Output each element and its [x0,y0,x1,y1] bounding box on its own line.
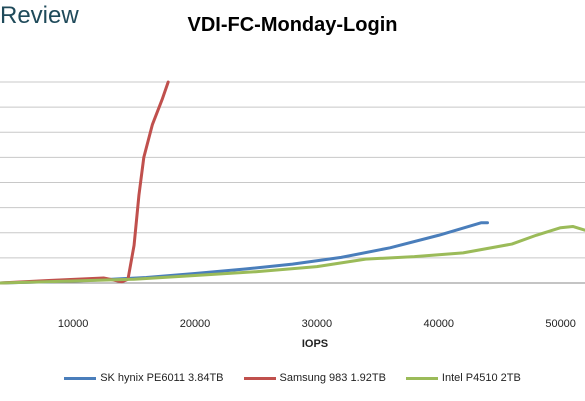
x-axis-label: IOPS [302,338,328,350]
legend-swatch [243,376,276,380]
x-tick-label: 50000 [545,318,576,330]
series-line-3 [0,224,585,285]
legend-item: Intel P4510 2TB [405,372,521,384]
legend-item: SK hynix PE6011 3.84TB [64,372,224,384]
series-line-1 [0,221,489,285]
legend-item: Samsung 983 1.92TB [243,372,386,384]
chart-title: VDI-FC-Monday-Login [187,14,398,36]
legend-label: Intel P4510 2TB [441,372,521,384]
legend-swatch [64,376,97,380]
x-tick-label: 30000 [302,318,333,330]
legend-label: SK hynix PE6011 3.84TB [100,372,224,384]
x-tick-labels: 10000 20000 30000 40000 50000 [58,318,576,330]
chart-legend: SK hynix PE6011 3.84TB Samsung 983 1.92TB… [0,372,585,384]
x-tick-label: 40000 [423,318,454,330]
x-tick-label: 10000 [58,318,89,330]
series-lines [0,80,585,285]
legend-swatch [405,376,438,380]
series-line-2 [0,80,170,285]
legend-label: Samsung 983 1.92TB [279,372,386,384]
brand-wordmark: Review [0,2,79,29]
x-tick-label: 20000 [180,318,211,330]
gridlines [0,81,585,284]
